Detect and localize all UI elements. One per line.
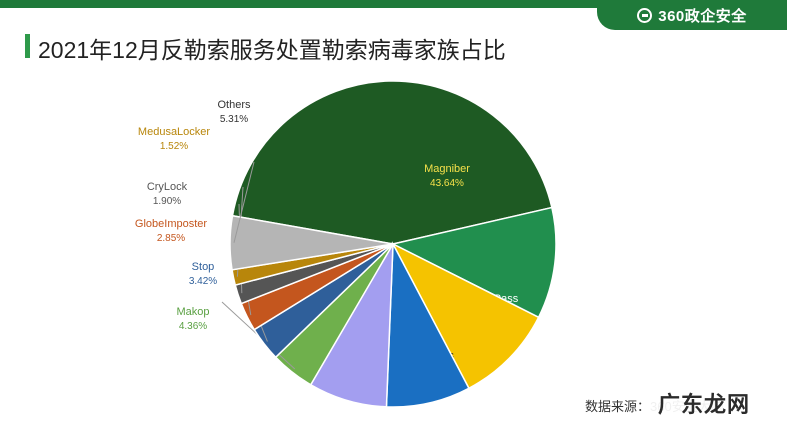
slice-value-globeimposter: 2.85% [157, 233, 185, 244]
slice-value-makop: 4.36% [179, 321, 207, 332]
leader-line-others [233, 161, 255, 243]
pie-slice-tellyouthepass [390, 206, 557, 319]
brand-label: 360政企安全 [658, 7, 747, 25]
brand-badge: 360政企安全 [597, 0, 787, 30]
slice-value-crylock: 1.90% [153, 196, 181, 207]
slice-name-makop: Makop [176, 306, 209, 318]
pie-slice-others [229, 214, 394, 271]
slice-name-magniber: Magniber [424, 163, 470, 175]
brand-logo-icon [637, 7, 653, 23]
slice-value-magniber: 43.64% [430, 178, 464, 189]
watermark: 广东龙网 [645, 386, 763, 420]
pie-slice-magniber [231, 80, 553, 245]
slice-name-globeimposter: GlobeImposter [135, 218, 207, 230]
slice-name-stop: Stop [192, 261, 215, 273]
top-accent-bar [0, 0, 787, 8]
slice-value-medusalocker: 1.52% [160, 141, 188, 152]
slice-value-others: 5.31% [220, 114, 248, 125]
slice-name-crylock: CryLock [147, 181, 188, 193]
pie-slice-phobos [391, 242, 540, 390]
slice-name-medusalocker: MedusaLocker [138, 126, 210, 138]
slice-value-stop: 3.42% [189, 276, 217, 287]
page-title: 2021年12月反勒索服务处置勒索病毒家族占比 [38, 37, 506, 63]
pie-slice-beijingcrypt [385, 241, 470, 408]
title-accent [25, 34, 30, 58]
slice-name-others: Others [217, 99, 251, 111]
